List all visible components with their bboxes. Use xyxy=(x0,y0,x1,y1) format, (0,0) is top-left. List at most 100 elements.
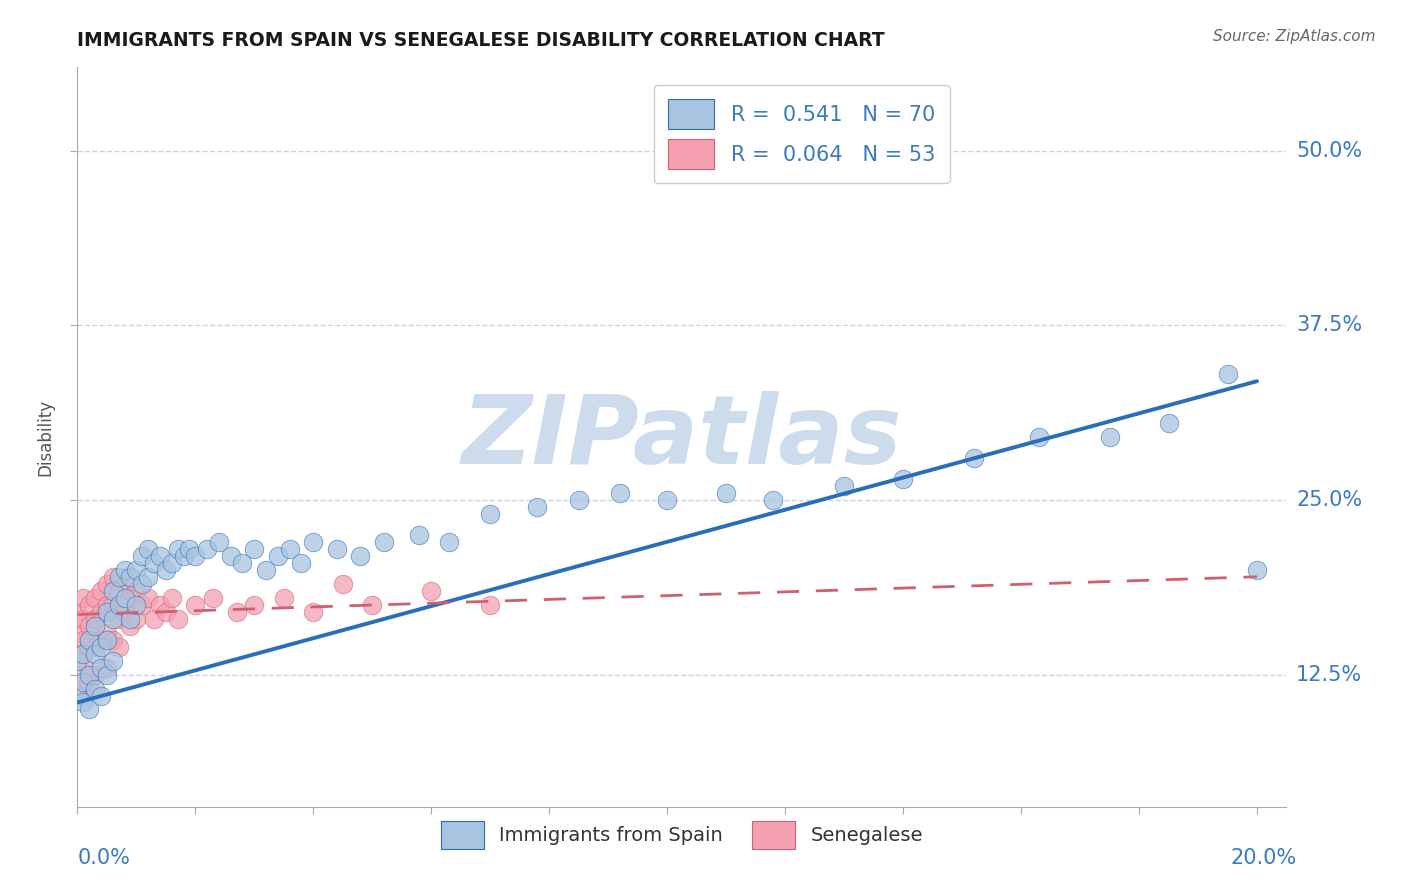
Point xyxy=(149,549,172,563)
Point xyxy=(96,632,118,647)
Point xyxy=(361,598,384,612)
Point xyxy=(90,605,112,619)
Point xyxy=(254,563,277,577)
Point xyxy=(72,681,94,696)
Point xyxy=(173,549,195,563)
Point xyxy=(72,632,94,647)
Point xyxy=(208,534,231,549)
Point xyxy=(96,660,118,674)
Point xyxy=(231,556,253,570)
Point xyxy=(609,486,631,500)
Text: 0.0%: 0.0% xyxy=(77,848,131,868)
Point xyxy=(125,563,148,577)
Point xyxy=(107,598,129,612)
Point xyxy=(832,479,855,493)
Point xyxy=(101,612,124,626)
Point xyxy=(107,612,129,626)
Point xyxy=(891,472,914,486)
Point xyxy=(479,507,502,521)
Point xyxy=(201,591,224,605)
Point xyxy=(1246,563,1268,577)
Point xyxy=(479,598,502,612)
Point xyxy=(66,647,89,661)
Point xyxy=(302,534,325,549)
Point xyxy=(302,605,325,619)
Point xyxy=(96,598,118,612)
Point xyxy=(243,598,266,612)
Point xyxy=(90,660,112,674)
Point xyxy=(219,549,242,563)
Point xyxy=(96,667,118,681)
Point xyxy=(120,612,142,626)
Point xyxy=(66,654,89,668)
Point xyxy=(166,541,188,556)
Point xyxy=(72,647,94,661)
Point xyxy=(77,702,100,716)
Point xyxy=(66,667,89,681)
Point xyxy=(143,612,166,626)
Point xyxy=(66,625,89,640)
Point xyxy=(714,486,737,500)
Point xyxy=(373,534,395,549)
Point xyxy=(267,549,290,563)
Point xyxy=(195,541,218,556)
Point xyxy=(243,541,266,556)
Point xyxy=(1098,430,1121,444)
Point xyxy=(84,612,107,626)
Text: Source: ZipAtlas.com: Source: ZipAtlas.com xyxy=(1212,29,1375,44)
Point xyxy=(101,654,124,668)
Point xyxy=(408,528,430,542)
Point xyxy=(66,689,89,703)
Point xyxy=(179,541,201,556)
Point xyxy=(120,591,142,605)
Point xyxy=(77,598,100,612)
Point xyxy=(84,640,107,654)
Point xyxy=(72,674,94,689)
Point xyxy=(136,570,159,584)
Point xyxy=(72,612,94,626)
Text: 12.5%: 12.5% xyxy=(1296,665,1362,684)
Point xyxy=(72,591,94,605)
Point xyxy=(131,598,153,612)
Point xyxy=(332,576,354,591)
Point xyxy=(72,696,94,710)
Point xyxy=(278,541,301,556)
Point xyxy=(90,583,112,598)
Point xyxy=(120,570,142,584)
Point xyxy=(72,654,94,668)
Point xyxy=(101,583,124,598)
Point xyxy=(114,576,136,591)
Point xyxy=(66,605,89,619)
Point xyxy=(273,591,295,605)
Point xyxy=(762,492,785,507)
Point xyxy=(107,570,129,584)
Point xyxy=(96,605,118,619)
Point xyxy=(77,667,100,681)
Point xyxy=(131,549,153,563)
Point xyxy=(84,591,107,605)
Point xyxy=(101,632,124,647)
Point xyxy=(349,549,371,563)
Point xyxy=(155,563,177,577)
Legend: Immigrants from Spain, Senegalese: Immigrants from Spain, Senegalese xyxy=(429,810,935,861)
Point xyxy=(526,500,548,514)
Point xyxy=(84,618,107,632)
Point xyxy=(166,612,188,626)
Point xyxy=(107,640,129,654)
Text: 50.0%: 50.0% xyxy=(1296,141,1362,161)
Point xyxy=(136,541,159,556)
Point xyxy=(101,598,124,612)
Point xyxy=(225,605,247,619)
Text: IMMIGRANTS FROM SPAIN VS SENEGALESE DISABILITY CORRELATION CHART: IMMIGRANTS FROM SPAIN VS SENEGALESE DISA… xyxy=(77,31,884,50)
Point xyxy=(184,598,207,612)
Text: 25.0%: 25.0% xyxy=(1296,490,1362,510)
Point xyxy=(160,556,183,570)
Point xyxy=(155,605,177,619)
Point xyxy=(420,583,443,598)
Point xyxy=(326,541,349,556)
Text: 20.0%: 20.0% xyxy=(1230,848,1296,868)
Point xyxy=(114,605,136,619)
Point xyxy=(125,598,148,612)
Text: ZIPatlas: ZIPatlas xyxy=(461,391,903,483)
Point xyxy=(1216,368,1239,382)
